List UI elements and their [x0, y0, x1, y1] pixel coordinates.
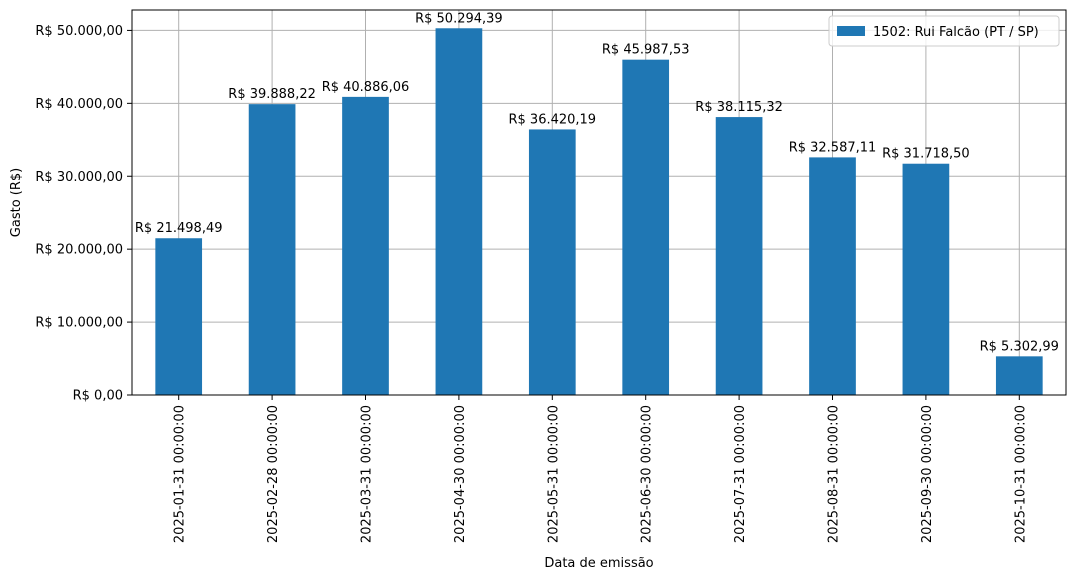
bar	[435, 28, 483, 395]
x-tick-label: 2025-04-30 00:00:00	[453, 405, 468, 543]
y-tick-label: R$ 20.000,00	[35, 243, 123, 258]
x-tick-label: 2025-07-31 00:00:00	[733, 405, 748, 543]
axes-layer	[131, 9, 1067, 396]
x-tick-label: 2025-03-31 00:00:00	[360, 405, 375, 543]
y-tick-label: R$ 40.000,00	[35, 97, 123, 112]
bar-data-label: R$ 5.302,99	[980, 339, 1059, 354]
bar-data-label: R$ 36.420,19	[508, 112, 596, 127]
legend-swatch	[837, 26, 865, 36]
bar	[528, 129, 576, 396]
bar-data-label: R$ 50.294,39	[415, 11, 503, 26]
x-tick-label: 2025-02-28 00:00:00	[266, 405, 281, 543]
x-tick-label: 2025-06-30 00:00:00	[640, 405, 655, 543]
y-tick-label: R$ 0,00	[73, 389, 123, 404]
y-axis-title: Gasto (R$)	[9, 168, 24, 237]
x-axis-title: Data de emissão	[544, 556, 653, 571]
bar-data-label: R$ 40.886,06	[322, 80, 410, 95]
x-tick-label: 2025-01-31 00:00:00	[173, 405, 188, 543]
y-tick-label: R$ 50.000,00	[35, 24, 123, 39]
bar	[342, 96, 389, 395]
bar-data-label: R$ 31.718,50	[882, 147, 970, 162]
bar	[248, 104, 296, 395]
bar-data-label: R$ 39.888,22	[228, 87, 316, 102]
legend: 1502: Rui Falcão (PT / SP)	[828, 15, 1060, 47]
plot-frame	[131, 9, 1067, 396]
x-tick-label: 2025-08-31 00:00:00	[827, 405, 842, 543]
bar	[809, 157, 856, 395]
bar-data-label: R$ 45.987,53	[602, 43, 690, 58]
bar-data-label: R$ 38.115,32	[695, 100, 783, 115]
bar-data-label: R$ 32.587,11	[789, 140, 877, 155]
bar	[715, 117, 763, 395]
bar	[995, 356, 1043, 395]
bar	[155, 238, 203, 395]
x-tick-label: 2025-09-30 00:00:00	[920, 405, 935, 543]
y-tick-label: R$ 30.000,00	[35, 170, 123, 185]
bar	[902, 163, 950, 395]
bar-data-label: R$ 21.498,49	[135, 221, 223, 236]
legend-box	[828, 15, 1060, 47]
bars-layer	[155, 28, 1043, 396]
legend-label: 1502: Rui Falcão (PT / SP)	[873, 25, 1039, 40]
x-tick-label: 2025-05-31 00:00:00	[546, 405, 561, 543]
bar	[622, 59, 670, 396]
x-tick-label: 2025-10-31 00:00:00	[1013, 405, 1028, 543]
ticks-layer: R$ 0,00 R$ 10.000,00 R$ 20.000,00 R$ 30.000…	[35, 24, 1028, 543]
y-tick-label: R$ 10.000,00	[35, 316, 123, 331]
data-labels-layer: R$ 21.498,49 R$ 39.888,22 R$ 40.886,06 R$ 5…	[135, 11, 1059, 354]
